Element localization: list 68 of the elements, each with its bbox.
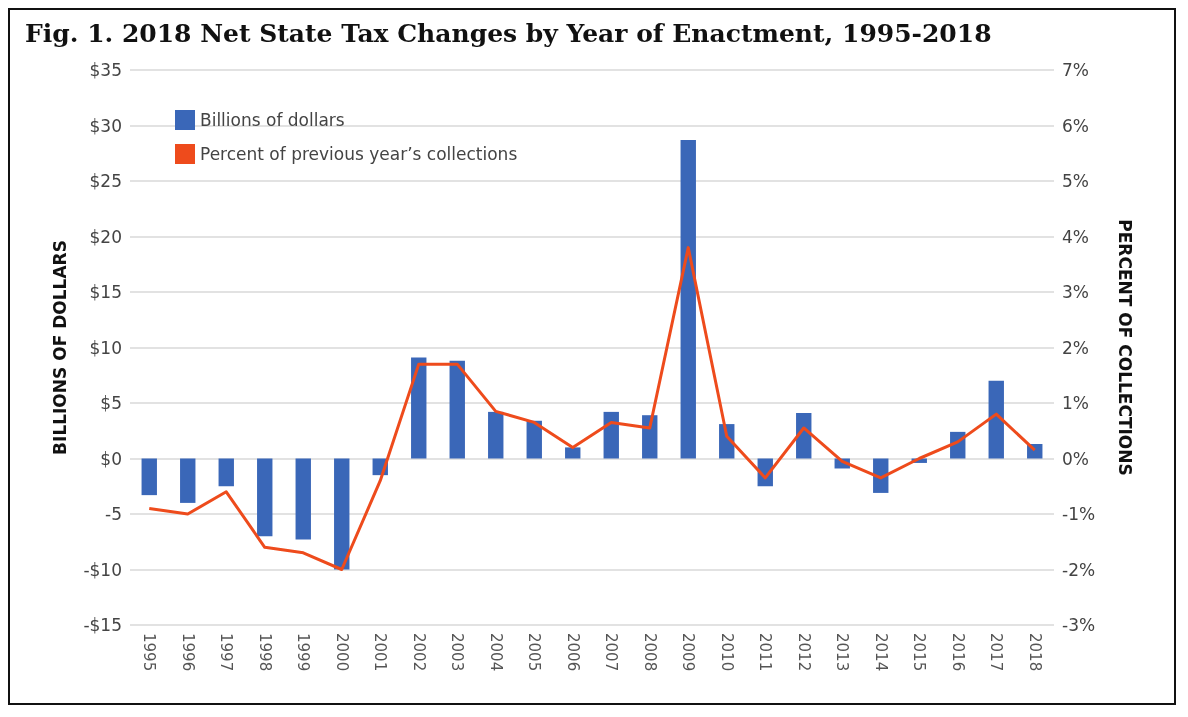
bar — [526, 420, 542, 459]
y2-tick-label: 1% — [1062, 393, 1089, 413]
y2-tick-label: -3% — [1062, 615, 1096, 635]
y2-tick-label: 2% — [1062, 337, 1089, 358]
bar — [257, 458, 273, 537]
y-tick-label: $0 — [100, 448, 122, 469]
y2-tick-label: 6% — [1062, 115, 1089, 136]
bar — [411, 357, 427, 459]
bar — [603, 411, 619, 459]
x-tick-label: 2006 — [563, 633, 582, 672]
x-tick-label: 2014 — [871, 633, 890, 672]
x-tick-label: 2008 — [640, 633, 659, 672]
bar — [680, 139, 696, 459]
bar — [1027, 444, 1043, 459]
chart-title: Fig. 1. 2018 Net State Tax Changes by Year of Enactment, 1995-2018 — [25, 19, 992, 48]
line-series — [147, 246, 1037, 571]
bar — [218, 458, 234, 487]
bar — [488, 411, 504, 459]
bar — [988, 380, 1004, 459]
x-tick-label: 2003 — [448, 633, 467, 672]
x-tick-label: 2010 — [717, 633, 736, 672]
y-tick-label: -$10 — [83, 559, 122, 580]
y-tick-label: $30 — [89, 115, 122, 136]
x-tick-label: 2000 — [332, 633, 351, 672]
bar — [334, 458, 350, 570]
y2-tick-label: -2% — [1062, 559, 1096, 580]
y2-axis-title: PERCENT OF COLLECTIONS — [1114, 219, 1135, 476]
x-tick-label: 2018 — [1025, 633, 1044, 672]
y-tick-label: $35 — [89, 60, 122, 80]
y-tick-label: $20 — [89, 226, 122, 247]
x-tick-label: 2009 — [679, 633, 698, 672]
x-tick-label: 1999 — [294, 633, 313, 672]
x-tick-label: 2001 — [371, 633, 390, 672]
y-tick-label: -5 — [105, 504, 122, 524]
bar — [180, 458, 196, 503]
x-tick-label: 2015 — [910, 633, 929, 672]
y-tick-label: $25 — [89, 171, 122, 191]
y-tick-label: $10 — [89, 337, 122, 358]
y2-tick-label: 5% — [1062, 171, 1089, 191]
x-tick-label: 1998 — [255, 633, 274, 672]
y-tick-label: -$15 — [83, 615, 122, 635]
y2-tick-label: 7% — [1062, 60, 1089, 80]
y2-tick-label: -1% — [1062, 504, 1096, 524]
y2-tick-label: 3% — [1062, 282, 1089, 302]
bar — [141, 458, 157, 496]
x-tick-label: 2004 — [486, 633, 505, 672]
x-tick-label: 1997 — [217, 633, 236, 672]
bar — [642, 415, 658, 459]
bar — [295, 458, 311, 540]
bar — [449, 360, 465, 459]
y-tick-label: $15 — [89, 282, 122, 302]
x-tick-label: 2013 — [833, 633, 852, 672]
bar — [565, 447, 581, 459]
legend-label: Billions of dollars — [200, 110, 345, 130]
y-axis-title: BILLIONS OF DOLLARS — [49, 240, 70, 455]
legend-label: Percent of previous year’s collections — [200, 144, 518, 164]
x-tick-label: 2016 — [948, 633, 967, 672]
x-tick-label: 2011 — [756, 633, 775, 672]
y-tick-label: $5 — [100, 393, 122, 413]
y2-tick-label: 4% — [1062, 226, 1089, 247]
x-tick-label: 2012 — [794, 633, 813, 672]
x-tick-label: 1996 — [178, 633, 197, 672]
x-tick-label: 2005 — [525, 633, 544, 672]
x-tick-label: 2002 — [409, 633, 428, 672]
y2-tick-label: 0% — [1062, 448, 1089, 469]
x-tick-label: 1995 — [140, 633, 159, 672]
x-tick-label: 2017 — [987, 633, 1006, 672]
x-tick-label: 2007 — [602, 633, 621, 672]
